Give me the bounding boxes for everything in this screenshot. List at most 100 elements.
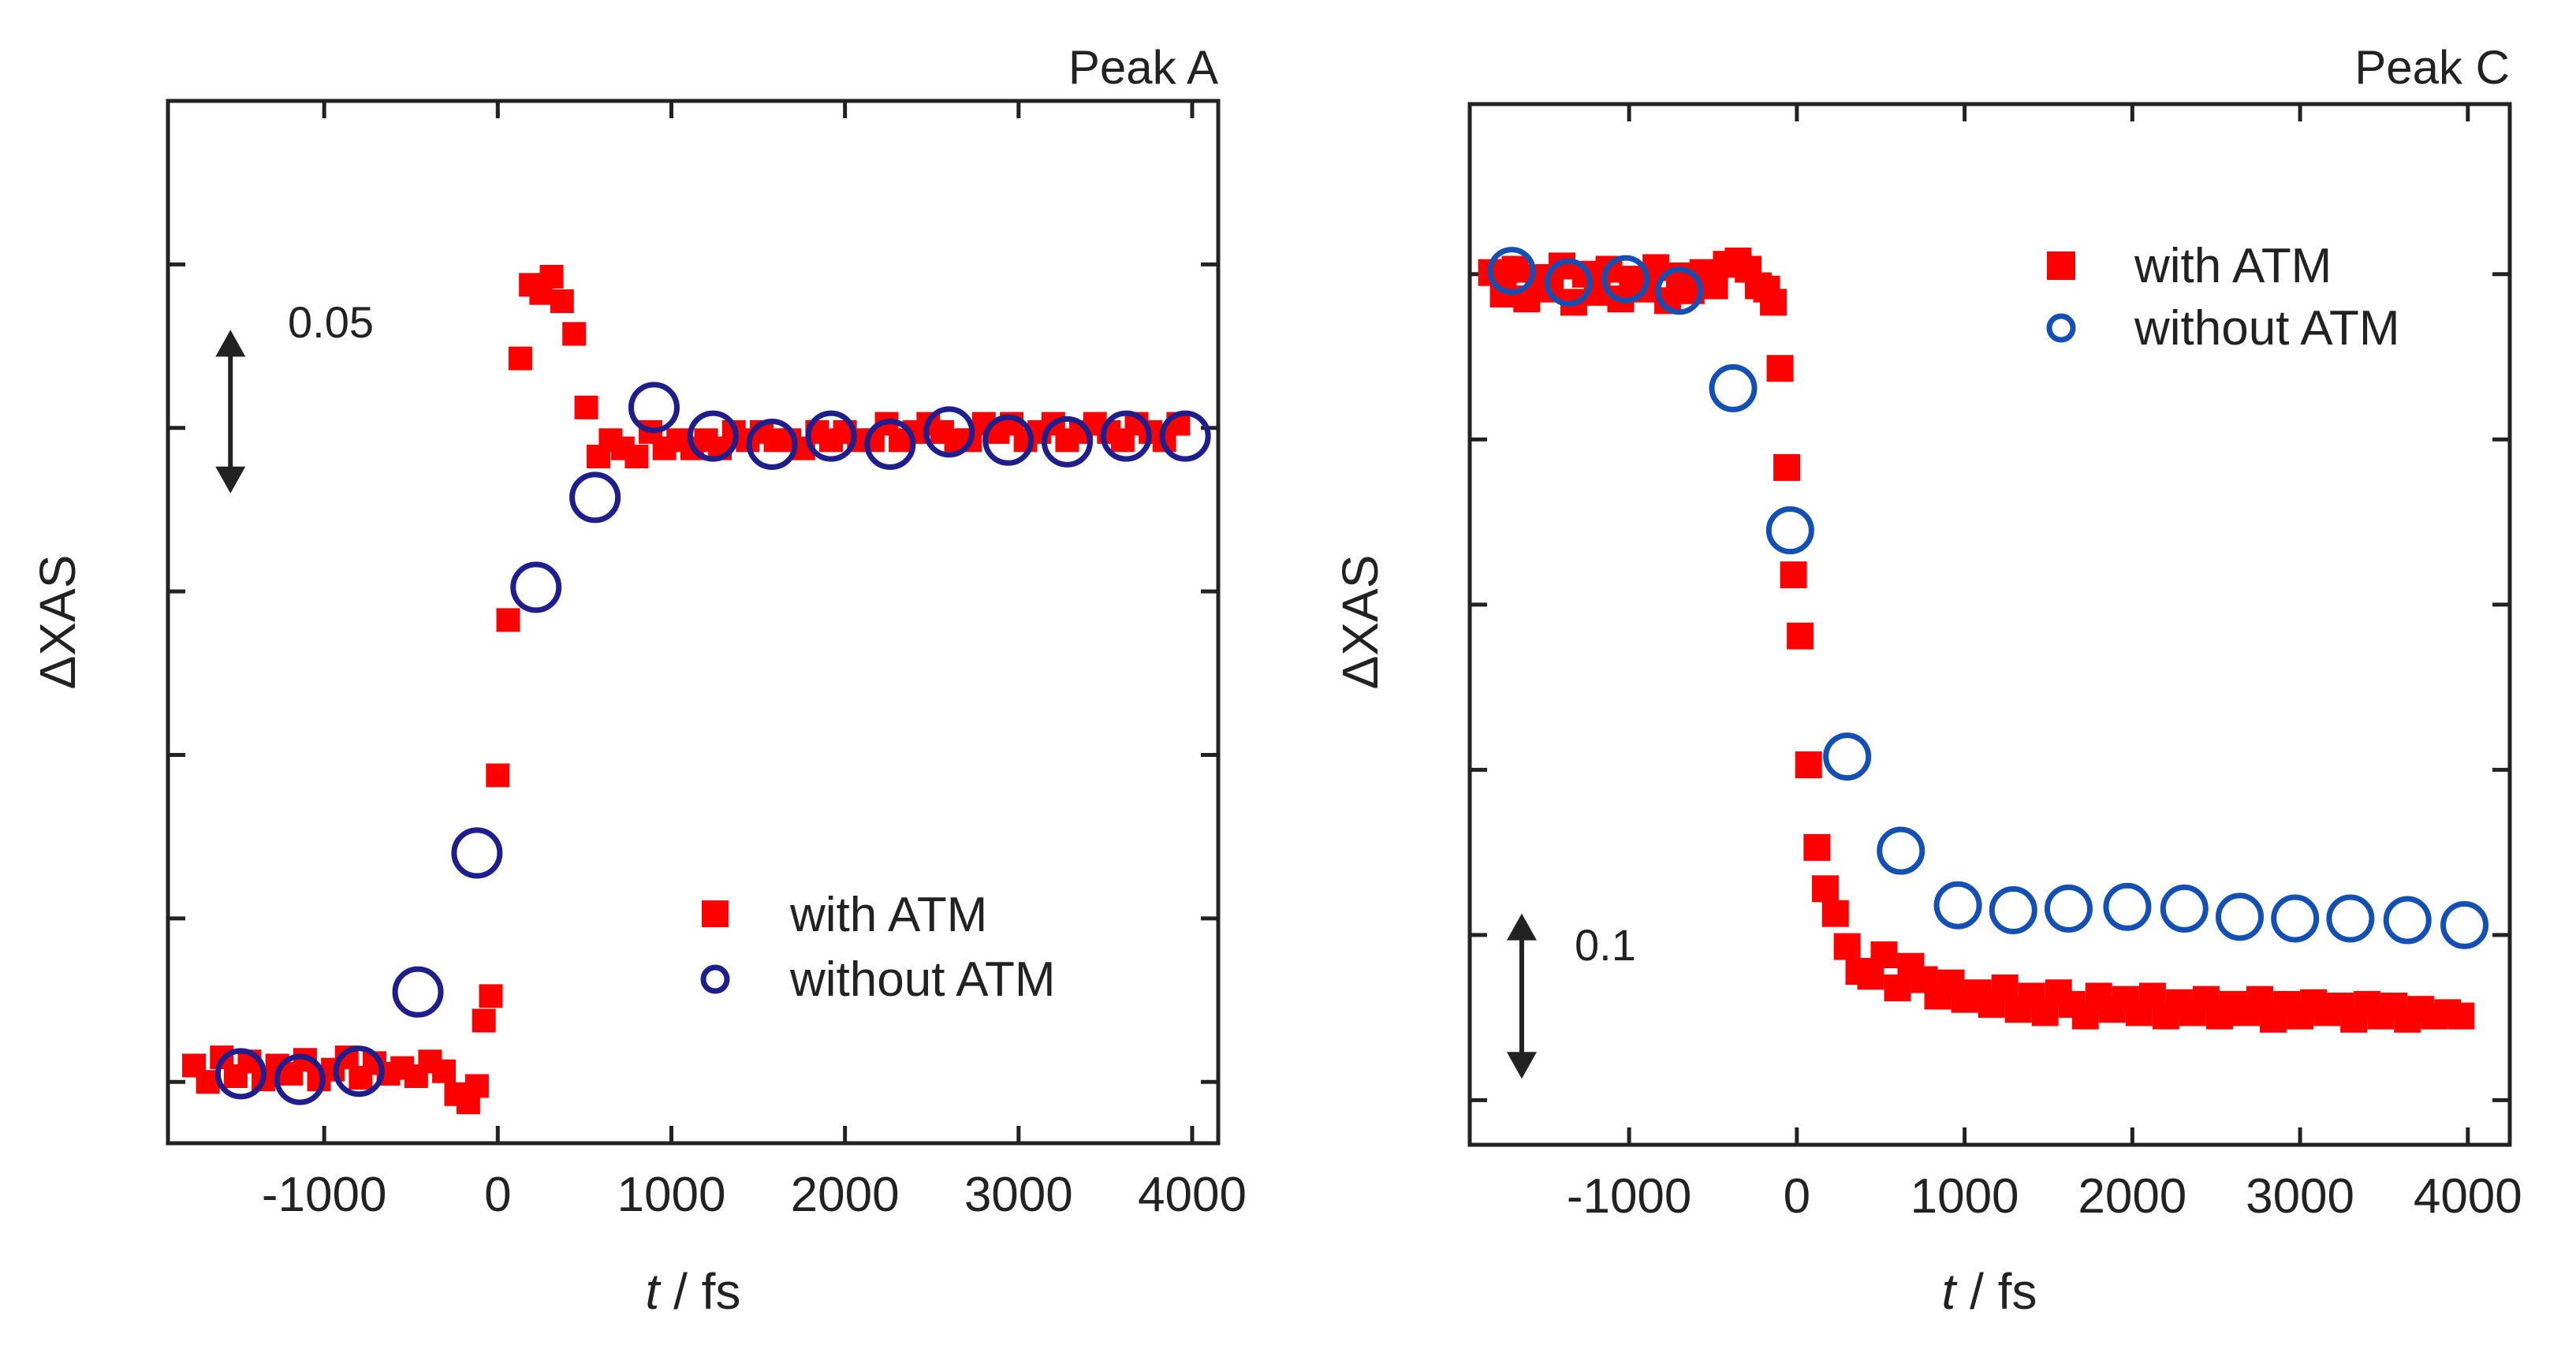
data-point-with-atm [496,608,520,632]
data-point-with-atm [1870,941,1898,969]
legend-circle-marker [2046,313,2076,343]
data-point-without-atm [510,561,562,613]
legend-label-without-atm: without ATM [2134,301,2400,356]
data-point-without-atm [1709,363,1758,412]
x-axis-label-italic: t [646,1263,662,1320]
data-point-without-atm [569,471,621,524]
data-point-without-atm [1655,266,1704,315]
scale-bar [215,330,246,494]
data-point-without-atm [1823,732,1872,781]
data-point-without-atm [1545,258,1594,307]
x-tick-label: -1000 [1567,1169,1692,1224]
data-point-without-atm [1487,247,1536,296]
data-point-without-atm [628,382,680,434]
x-axis-label-italic: t [1942,1263,1958,1320]
x-tick-label: 4000 [2414,1169,2522,1224]
data-point-with-atm [479,984,503,1008]
data-point-without-atm [1041,416,1093,468]
data-point-with-atm [1795,751,1822,779]
scale-bar [1506,913,1537,1079]
data-point-with-atm [464,1074,489,1098]
x-tick-label: 1000 [617,1168,726,1222]
legend-label-with-atm: with ATM [789,888,987,942]
data-point-without-atm [923,406,975,458]
x-tick-label: 2000 [2078,1169,2186,1224]
y-axis-label: ΔXAS [1332,555,1389,690]
legend: with ATM without ATM [700,888,1056,1007]
x-axis-label-unit: / fs [659,1263,740,1320]
data-point-without-atm [2160,884,2209,933]
data-point-without-atm [1989,885,2037,934]
chart-peak-a: Peak A -1000 0 1000 2000 3000 4000 t / f… [29,41,1247,1320]
data-point-with-atm [562,322,587,346]
x-tick-label: 2000 [791,1168,900,1222]
data-point-with-atm [1803,833,1831,861]
data-point-without-atm [864,418,916,470]
data-point-without-atm [1933,881,1982,930]
scale-bar-label: 0.1 [1575,920,1636,970]
legend-circle-marker [700,964,730,994]
data-point-without-atm [2271,894,2320,943]
x-tick-label: 0 [1784,1169,1810,1224]
x-tick-label: -1000 [262,1168,387,1222]
data-point-without-atm [1877,826,1925,875]
legend-label-without-atm: without ATM [789,952,1056,1007]
x-tick-labels: -1000 0 1000 2000 3000 4000 [1567,1169,2522,1224]
data-point-with-atm [574,395,598,419]
scale-bar-arrowhead-top [1506,913,1537,941]
chart-title: Peak A [1068,41,1218,94]
x-tick-label: 3000 [2246,1169,2354,1224]
chart-title: Peak C [2354,41,2510,94]
data-point-without-atm [2103,882,2152,931]
data-point-with-atm [550,289,574,314]
data-point-with-atm [2447,1002,2475,1030]
data-point-without-atm [1765,506,1814,555]
data-point-with-atm [1760,289,1788,316]
x-tick-label: 4000 [1138,1168,1247,1222]
legend-label-with-atm: with ATM [2134,239,2332,293]
data-point-without-atm [333,1045,385,1097]
x-tick-label: 3000 [964,1168,1073,1222]
data-point-without-atm [274,1053,326,1105]
x-axis-label: t / fs [1942,1263,2037,1320]
data-point-without-atm [1601,255,1650,304]
data-point-with-atm [1501,255,1529,283]
scale-bar-arrowhead-top [215,330,246,357]
data-point-with-atm [472,1008,496,1033]
data-point-without-atm [214,1048,267,1100]
data-point-with-atm [1821,900,1849,927]
scale-bar-arrowhead-bottom [1506,1052,1537,1079]
data-point-without-atm [1159,410,1211,462]
data-point-without-atm [2215,893,2264,941]
scale-bar-label: 0.05 [288,297,374,347]
data-point-without-atm [805,410,857,462]
data-point-without-atm [2044,884,2093,933]
x-tick-label: 1000 [1911,1169,2019,1224]
chart-peak-c: Peak C -1000 0 1000 2000 3000 4000 t / f… [1332,41,2522,1320]
series-with-atm [1478,248,2475,1033]
data-point-with-atm [508,346,532,371]
plot-frame [1467,102,2512,1147]
series-without-atm [1487,247,2489,949]
x-axis-label: t / fs [646,1263,741,1320]
data-point-without-atm [982,414,1035,466]
legend: with ATM without ATM [2046,239,2400,356]
data-point-without-atm [1100,410,1152,462]
data-point-without-atm [2326,894,2375,943]
scale-bar-arrowhead-bottom [215,466,246,494]
data-point-without-atm [392,966,444,1018]
x-tick-labels: -1000 0 1000 2000 3000 4000 [262,1168,1247,1222]
x-tick-label: 0 [484,1168,511,1222]
data-point-without-atm [746,418,798,470]
legend-square-marker [702,900,729,927]
y-axis-label: ΔXAS [29,555,86,690]
data-point-without-atm [2440,900,2489,949]
data-point-with-atm [1766,355,1794,382]
x-axis-label-unit: / fs [1955,1263,2037,1320]
legend-square-marker [2047,252,2075,280]
axis-ticks [168,101,1218,1143]
data-point-with-atm [1833,933,1861,960]
data-point-without-atm [451,827,503,879]
plot-frame [166,99,1221,1146]
